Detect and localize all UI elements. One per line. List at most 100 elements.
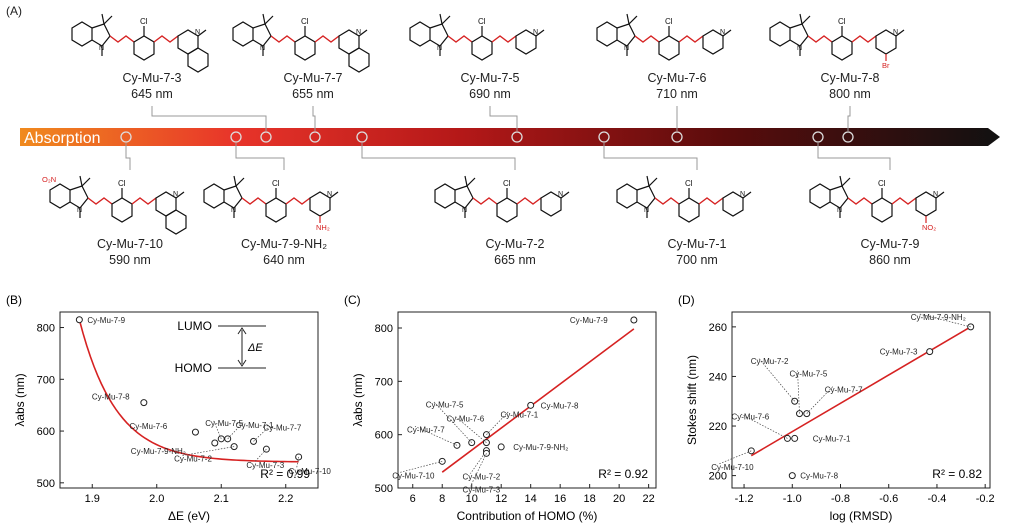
nitrogen-label: N [77, 207, 82, 214]
data-point [630, 316, 638, 324]
chlorine-label: Cl [503, 179, 511, 188]
x-tick-label: 20 [613, 493, 625, 505]
leader-line [227, 421, 244, 440]
gap-arrowheads [237, 327, 247, 367]
point-label: Cy-Mu-7-9-NH₂ [911, 313, 966, 322]
compound-label-bottom: Cy-Mu-7-1 700 nm [667, 236, 726, 268]
panel-d-chart: (D) -1.2 -1.0 -0.8 -0.6 -0.4 -0.2 200 220 240 260 l… [678, 293, 995, 523]
point-label: Cy-Mu-7-1 [236, 421, 274, 430]
data-point [468, 439, 476, 447]
point-label: Cy-Mu-7-1 [500, 411, 538, 420]
x-tick-label: 2.2 [278, 493, 293, 505]
connector-line [603, 143, 698, 170]
connector-line [489, 106, 518, 131]
data-point [75, 316, 83, 324]
pyridinium-n-label: N [356, 29, 361, 36]
pyridinium-n-label: N [195, 29, 200, 36]
molecule-structure-b1: N Cl N NH₂ [203, 175, 339, 232]
y-tick-label: 240 [709, 371, 727, 383]
wavelength-marker [598, 131, 610, 143]
compound-name: Cy-Mu-7-5 [460, 71, 520, 85]
chlorine-label: Cl [838, 17, 846, 26]
data-point [453, 441, 461, 449]
compound-wavelength: 640 nm [263, 253, 305, 267]
chlorine-label: Cl [685, 179, 693, 188]
y-axis-label: λabs (nm) [351, 373, 365, 426]
data-point [527, 401, 535, 409]
data-point [926, 348, 934, 356]
y-tick-label: 500 [375, 483, 393, 495]
point-label: Cy-Mu-7-6 [446, 415, 484, 424]
lumo-label: LUMO [177, 319, 212, 333]
data-point [791, 434, 799, 442]
point-label: Cy-Mu-7-1 [813, 434, 851, 443]
nitrogen-label: N [797, 45, 802, 52]
molecule-structure-t0: N Cl N [71, 13, 209, 73]
chlorine-label: Cl [272, 179, 280, 188]
x-axis-label: ΔE (eV) [168, 509, 210, 523]
compound-label-bottom: Cy-Mu-7-9 860 nm [860, 236, 919, 268]
x-tick-label: 2.1 [214, 493, 229, 505]
connector-line [151, 106, 267, 131]
nitrogen-label: N [99, 45, 104, 52]
point-label: Cy-Mu-7-7 [407, 425, 445, 434]
x-axis-label: log (RMSD) [830, 509, 893, 523]
chlorine-label: Cl [140, 17, 148, 26]
r-squared: R² = 0.92 [598, 467, 648, 481]
compound-name: Cy-Mu-7-8 [820, 71, 880, 85]
leader-line [400, 460, 443, 473]
leader-line [486, 411, 509, 435]
leader-line [797, 370, 800, 414]
wavelength-marker [356, 131, 368, 143]
nitrogen-label: N [644, 207, 649, 214]
absorption-bar-label: Absorption [24, 130, 101, 147]
x-tick-label: 6 [410, 493, 416, 505]
x-axis-label: Contribution of HOMO (%) [457, 509, 598, 523]
nitrogen-label: N [837, 207, 842, 214]
molecule-structure-t4: N Cl N Br [769, 13, 905, 70]
compound-label-top: Cy-Mu-7-5 690 nm [460, 70, 519, 102]
point-label: Cy-Mu-7-2 [462, 473, 500, 482]
y-tick-label: 700 [375, 376, 393, 388]
molecule-structure-b3: N Cl N [616, 175, 752, 223]
y-tick-label: 500 [37, 478, 55, 490]
pyridinium-n-label: N [533, 29, 538, 36]
wavelength-marker [309, 131, 321, 143]
wavelength-marker [511, 131, 523, 143]
panel-label: (B) [6, 293, 22, 307]
point-label: Cy-Mu-7-7 [825, 386, 863, 395]
pyridinium-n-label: N [173, 191, 178, 198]
x-tick-label: 16 [554, 493, 566, 505]
point-label: Cy-Mu-7-9 [570, 316, 608, 325]
compound-wavelength: 860 nm [869, 253, 911, 267]
leader-line [454, 415, 487, 443]
point-label: Cy-Mu-7-9-NH₂ [131, 447, 186, 456]
point-label: Cy-Mu-7-9 [87, 316, 125, 325]
energy-gap-inset: LUMO HOMO ΔE [175, 319, 266, 375]
data-point [224, 435, 232, 443]
point-label: Cy-Mu-7-5 [426, 401, 464, 410]
point-label: Cy-Mu-7-2 [751, 357, 789, 366]
leader-line [253, 424, 272, 442]
compound-wavelength: 665 nm [494, 253, 536, 267]
y-tick-label: 600 [375, 430, 393, 442]
x-tick-label: 8 [439, 493, 445, 505]
pyridinium-n-label: N [893, 29, 898, 36]
nitro-label: O₂N [42, 175, 56, 184]
substituent-label: Br [882, 61, 890, 70]
compound-wavelength: 710 nm [656, 87, 698, 101]
x-tick-label: -0.8 [831, 493, 850, 505]
molecule-structure-b2: N Cl N [434, 175, 570, 223]
wavelength-marker [120, 131, 132, 143]
chlorine-label: Cl [878, 179, 886, 188]
nitrogen-label: N [462, 207, 467, 214]
point-label: Cy-Mu-7-10 [289, 467, 332, 476]
compound-name: Cy-Mu-7-7 [283, 71, 343, 85]
molecule-structure-t3: N Cl N [596, 13, 732, 61]
x-tick-label: -1.2 [735, 493, 754, 505]
wavelength-marker [842, 131, 854, 143]
pyridinium-n-label: N [558, 191, 563, 198]
point-label: Cy-Mu-7-3 [462, 485, 500, 494]
point-label: Cy-Mu-7-5 [790, 370, 828, 379]
plot-frame [59, 311, 319, 489]
